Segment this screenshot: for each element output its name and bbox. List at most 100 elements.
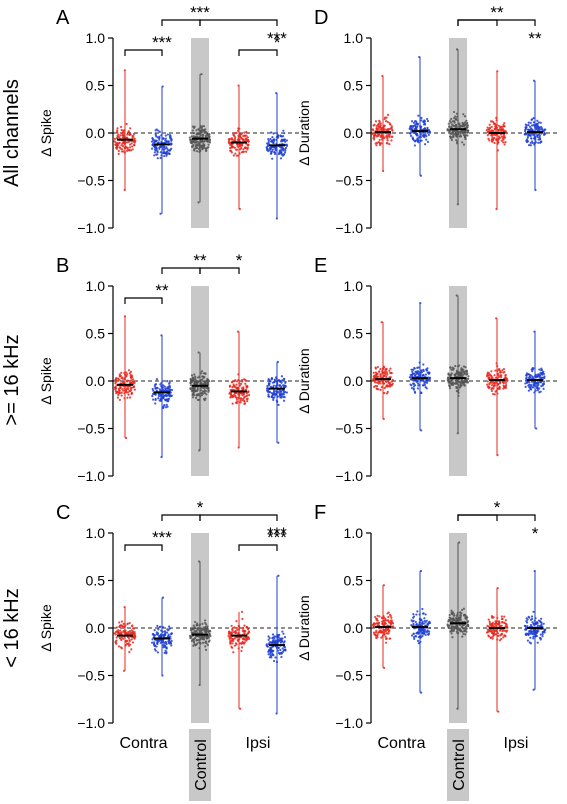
data-point <box>415 370 418 373</box>
data-point <box>448 125 451 128</box>
data-point <box>494 128 497 131</box>
data-point <box>190 141 193 145</box>
data-point <box>188 136 191 139</box>
y-tick-label: 0.5 <box>86 326 106 342</box>
data-point <box>450 383 453 386</box>
data-point <box>371 623 374 627</box>
data-point <box>159 383 162 386</box>
y-tick-label: −0.5 <box>77 668 105 684</box>
data-point <box>427 633 430 636</box>
data-point <box>540 624 543 627</box>
data-point <box>412 632 415 635</box>
data-point <box>537 127 541 131</box>
data-point <box>379 125 382 129</box>
data-point <box>490 387 493 391</box>
data-point <box>248 631 251 634</box>
data-point <box>412 139 415 142</box>
data-point <box>232 651 235 654</box>
data-point <box>280 655 283 659</box>
y-tick-label: 0.0 <box>344 373 364 389</box>
data-point <box>463 384 466 387</box>
data-point <box>460 367 463 370</box>
data-point <box>382 382 385 385</box>
data-point <box>486 126 489 129</box>
data-point <box>379 382 382 385</box>
data-point <box>417 114 420 117</box>
data-point <box>152 641 156 644</box>
data-point <box>457 373 460 376</box>
data-point <box>163 385 166 388</box>
data-point <box>194 636 197 640</box>
data-point <box>282 389 285 392</box>
data-point <box>283 636 287 639</box>
data-point <box>416 140 420 143</box>
data-point <box>150 140 154 143</box>
data-point <box>158 634 161 637</box>
data-point <box>208 629 211 632</box>
data-point <box>467 375 470 378</box>
data-point <box>203 635 206 638</box>
data-point <box>450 609 453 612</box>
data-point <box>529 144 532 147</box>
data-point <box>457 384 460 387</box>
data-point <box>192 644 195 647</box>
data-point <box>380 138 384 141</box>
data-point <box>458 364 461 367</box>
data-point <box>244 629 247 632</box>
data-point <box>455 117 458 121</box>
data-point <box>459 611 462 614</box>
data-point <box>423 128 426 131</box>
data-point <box>410 634 414 637</box>
data-point <box>371 132 374 136</box>
data-point <box>453 121 456 124</box>
data-point <box>229 639 232 642</box>
data-point <box>536 384 539 387</box>
data-point <box>160 455 163 459</box>
data-point <box>123 69 126 72</box>
data-point <box>271 633 275 636</box>
data-point <box>207 133 210 136</box>
data-point <box>528 128 532 131</box>
panel-E: 1.0 0.5 0.0 −0.5 −1.0 E Δ Duration <box>296 255 559 484</box>
significance-stars: ** <box>193 251 207 270</box>
data-point <box>204 648 208 651</box>
data-point <box>498 622 501 625</box>
data-point <box>464 633 467 636</box>
y-tick-label: −0.5 <box>335 668 363 684</box>
data-point <box>422 123 426 126</box>
data-point <box>455 126 458 129</box>
data-point <box>413 144 416 147</box>
data-point <box>117 629 120 632</box>
data-point <box>533 631 536 634</box>
data-point <box>170 388 174 392</box>
data-point <box>538 136 541 139</box>
data-point <box>166 405 169 408</box>
data-point <box>489 374 493 377</box>
data-point <box>162 405 165 409</box>
data-point <box>456 611 459 615</box>
data-point <box>412 636 416 639</box>
data-point <box>448 616 451 619</box>
data-point <box>277 638 280 642</box>
data-point <box>227 630 231 633</box>
significance-stars: * <box>532 524 539 543</box>
data-point <box>450 132 453 135</box>
data-point <box>373 123 376 126</box>
data-point <box>191 145 195 148</box>
data-point <box>379 629 382 632</box>
data-point <box>245 130 248 134</box>
data-point <box>243 400 246 403</box>
data-point <box>269 651 272 655</box>
data-point <box>411 373 414 376</box>
data-point <box>123 397 126 400</box>
data-point <box>381 370 384 373</box>
data-point <box>412 385 416 388</box>
data-point <box>532 383 535 386</box>
data-point <box>268 649 271 652</box>
data-point <box>529 387 532 390</box>
data-point <box>228 385 232 388</box>
data-point <box>232 383 235 386</box>
data-point <box>379 134 383 137</box>
data-point <box>206 382 209 386</box>
data-point <box>535 386 538 389</box>
